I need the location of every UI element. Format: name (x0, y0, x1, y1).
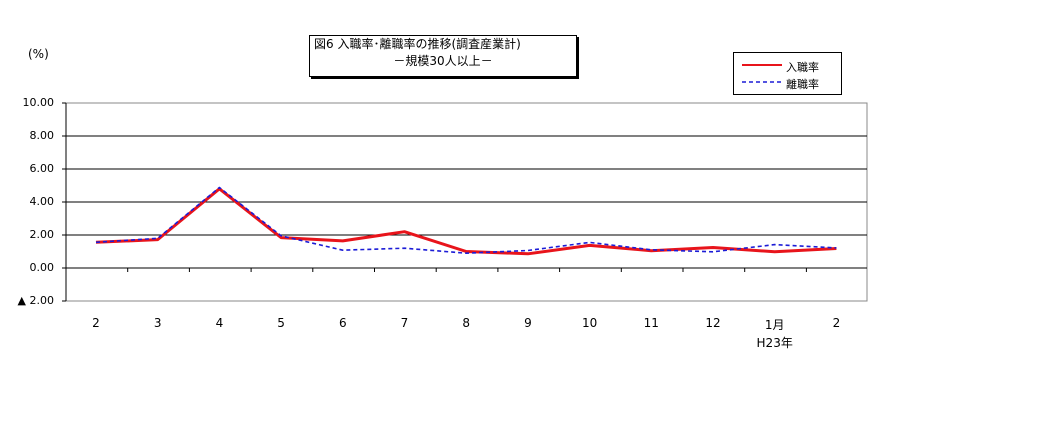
x-tick-label: 6 (338, 316, 347, 330)
legend-label-series-2: 離職率 (786, 78, 819, 91)
legend-item-series-1: 入職率 (734, 57, 841, 75)
x-tick-label: 1月 (764, 318, 785, 332)
chart-subtitle: －規模30人以上－ (393, 54, 493, 68)
y-tick-label: 8.00 (29, 129, 55, 142)
x-tick-label: 8 (462, 316, 470, 330)
axes (62, 102, 867, 302)
x-tick-label: 7 (400, 316, 409, 330)
x-tick-label: 3 (153, 316, 162, 330)
series-lines (95, 186, 837, 256)
x-tick-label: 12 (705, 316, 721, 330)
series-line-2 (95, 186, 837, 254)
y-tick-label: 0.00 (29, 261, 55, 274)
x-tick-label: 9 (524, 316, 532, 330)
legend-label-series-1: 入職率 (786, 61, 819, 74)
y-axis-unit: (%) (28, 47, 49, 61)
x-tick-label: 2 (832, 316, 841, 330)
legend-item-series-2: 離職率 (734, 74, 841, 92)
chart-title: 図6 入職率･離職率の推移(調査産業計) (314, 37, 521, 51)
x-tick-label: 10 (581, 316, 598, 330)
y-tick-label: 10.00 (22, 96, 55, 109)
chart-title-box: 図6 入職率･離職率の推移(調査産業計) －規模30人以上－ (309, 35, 577, 77)
y-tick-label: ▲ 2.00 (17, 294, 54, 307)
y-tick-label: 6.00 (29, 162, 55, 175)
x-tick-label: 11 (643, 316, 659, 330)
y-tick-label: 4.00 (29, 195, 55, 208)
legend: 入職率 離職率 (733, 52, 842, 95)
x-tick-label: 2 (92, 316, 100, 330)
series-line-1 (95, 187, 837, 256)
x-tick-sublabel: H23年 (756, 336, 793, 350)
y-tick-label: 2.00 (29, 228, 55, 241)
x-tick-label: 4 (215, 316, 224, 330)
x-tick-label: 5 (277, 316, 285, 330)
